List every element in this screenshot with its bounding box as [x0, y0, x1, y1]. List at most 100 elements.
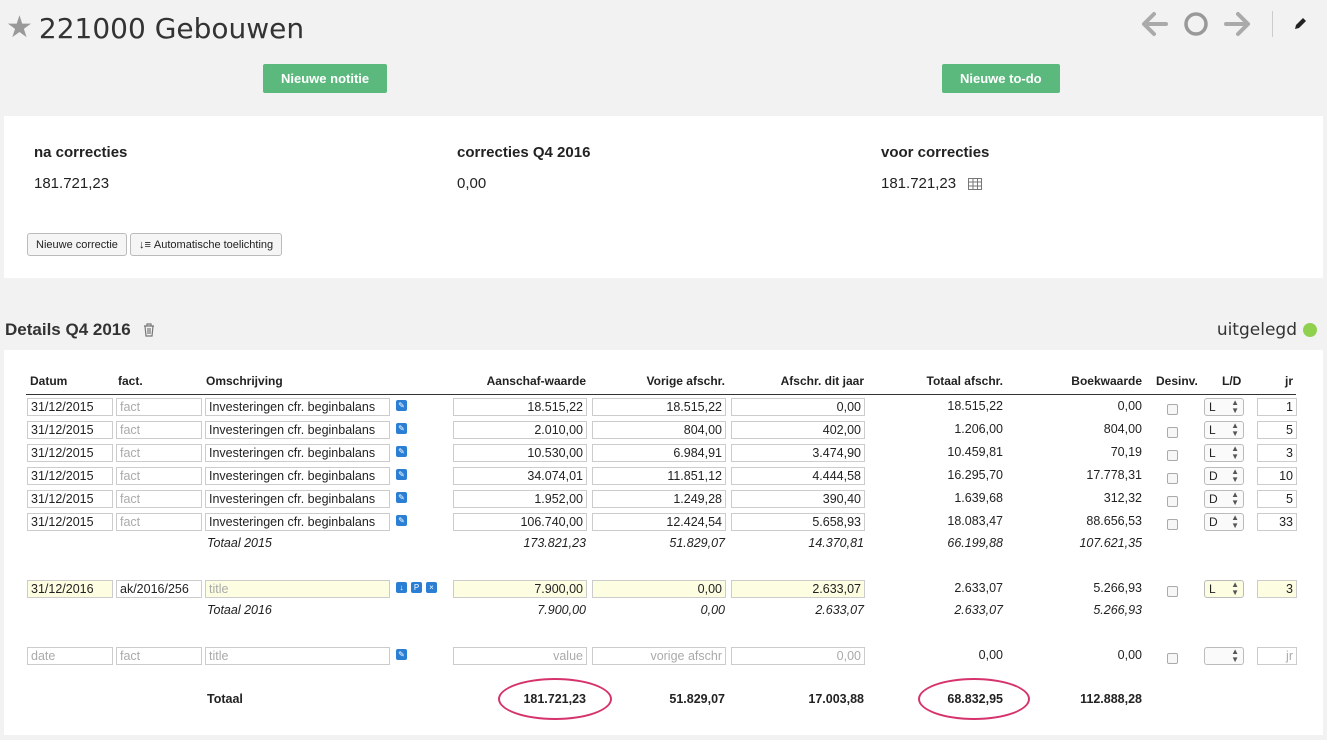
auto-explain-button[interactable]: ↓≡ Automatische toelichting	[130, 233, 283, 256]
jr-input[interactable]: 10	[1257, 467, 1297, 485]
arrow-left-icon[interactable]	[1140, 10, 1168, 38]
jr-input[interactable]: 1	[1257, 398, 1297, 416]
ld-select[interactable]: D ▲ ▼	[1204, 467, 1244, 485]
before-value: 181.721,23	[881, 175, 957, 192]
dit-input[interactable]: 390,40	[731, 490, 865, 508]
desc-input-2016[interactable]: title	[205, 580, 390, 598]
total-2016-dit: 2.633,07	[815, 603, 864, 617]
fact-input[interactable]: fact	[116, 444, 202, 462]
desc-input[interactable]: Investeringen cfr. beginbalans	[205, 513, 390, 531]
vor-input[interactable]: 6.984,91	[592, 444, 726, 462]
desinv-checkbox[interactable]	[1167, 519, 1178, 530]
fact-input[interactable]: fact	[116, 490, 202, 508]
desinv-checkbox[interactable]	[1167, 404, 1178, 415]
date-input[interactable]: 31/12/2015	[27, 421, 113, 439]
vor-input[interactable]: 11.851,12	[592, 467, 726, 485]
dit-input[interactable]: 402,00	[731, 421, 865, 439]
new-jr-input[interactable]: jr	[1257, 647, 1297, 665]
dit-input-2016[interactable]: 2.633,07	[731, 580, 865, 598]
date-input[interactable]: 31/12/2015	[27, 490, 113, 508]
dit-input[interactable]: 5.658,93	[731, 513, 865, 531]
table-icon[interactable]	[968, 177, 983, 190]
vor-input-2016[interactable]: 0,00	[592, 580, 726, 598]
star-icon[interactable]: ★	[6, 10, 33, 45]
col-header-totaal: Totaal afschr.	[926, 374, 1003, 388]
aan-input[interactable]: 2.010,00	[453, 421, 587, 439]
desc-input[interactable]: Investeringen cfr. beginbalans	[205, 490, 390, 508]
attach-icon[interactable]: ✎	[396, 469, 407, 480]
pencil-icon[interactable]	[1293, 17, 1307, 31]
vor-input[interactable]: 1.249,28	[592, 490, 726, 508]
desc-input[interactable]: Investeringen cfr. beginbalans	[205, 398, 390, 416]
aan-input[interactable]: 18.515,22	[453, 398, 587, 416]
pdf-icon[interactable]: P	[411, 582, 422, 593]
ld-select-2016[interactable]: L ▲ ▼	[1204, 580, 1244, 598]
fact-input[interactable]: fact	[116, 398, 202, 416]
delete-icon[interactable]: ×	[426, 582, 437, 593]
desc-input[interactable]: Investeringen cfr. beginbalans	[205, 421, 390, 439]
circle-icon[interactable]	[1182, 10, 1210, 38]
date-input-2016[interactable]: 31/12/2016	[27, 580, 113, 598]
ld-select[interactable]: D ▲ ▼	[1204, 490, 1244, 508]
attach-icon[interactable]: ✎	[396, 492, 407, 503]
download-icon[interactable]: ↓	[396, 582, 407, 593]
fact-input[interactable]: fact	[116, 467, 202, 485]
vor-input[interactable]: 18.515,22	[592, 398, 726, 416]
col-header-ld: L/D	[1222, 374, 1242, 388]
date-input[interactable]: 31/12/2015	[27, 467, 113, 485]
ld-select[interactable]: L ▲ ▼	[1204, 421, 1244, 439]
jr-input-2016[interactable]: 3	[1257, 580, 1297, 598]
trash-icon[interactable]	[143, 323, 155, 337]
attach-icon[interactable]: ✎	[396, 446, 407, 457]
new-dit-input[interactable]: 0,00	[731, 647, 865, 665]
attach-icon[interactable]: ✎	[396, 400, 407, 411]
attach-icon[interactable]: ✎	[396, 423, 407, 434]
new-correction-button[interactable]: Nieuwe correctie	[27, 233, 127, 256]
desc-input[interactable]: Investeringen cfr. beginbalans	[205, 444, 390, 462]
vor-input[interactable]: 12.424,54	[592, 513, 726, 531]
aan-input[interactable]: 10.530,00	[453, 444, 587, 462]
desinv-checkbox-2016[interactable]	[1167, 586, 1178, 597]
jr-input[interactable]: 33	[1257, 513, 1297, 531]
ld-select[interactable]: L ▲ ▼	[1204, 444, 1244, 462]
aan-input[interactable]: 34.074,01	[453, 467, 587, 485]
grand-total-boek: 112.888,28	[1080, 692, 1142, 706]
dit-input[interactable]: 3.474,90	[731, 444, 865, 462]
attach-icon[interactable]: ✎	[396, 515, 407, 526]
attach-icon[interactable]: ✎	[396, 649, 407, 660]
desc-input[interactable]: Investeringen cfr. beginbalans	[205, 467, 390, 485]
aan-input[interactable]: 1.952,00	[453, 490, 587, 508]
aan-input[interactable]: 106.740,00	[453, 513, 587, 531]
jr-input[interactable]: 5	[1257, 490, 1297, 508]
ld-select[interactable]: L ▲ ▼	[1204, 398, 1244, 416]
new-note-button[interactable]: Nieuwe notitie	[263, 64, 388, 93]
new-date-input[interactable]: date	[27, 647, 113, 665]
fact-input[interactable]: fact	[116, 513, 202, 531]
vor-input[interactable]: 804,00	[592, 421, 726, 439]
jr-input[interactable]: 5	[1257, 421, 1297, 439]
corr-value: 0,00	[457, 175, 487, 192]
new-desinv-checkbox[interactable]	[1167, 653, 1178, 664]
date-input[interactable]: 31/12/2015	[27, 513, 113, 531]
aan-input-2016[interactable]: 7.900,00	[453, 580, 587, 598]
date-input[interactable]: 31/12/2015	[27, 444, 113, 462]
ld-select[interactable]: D ▲ ▼	[1204, 513, 1244, 531]
new-fact-input[interactable]: fact	[116, 647, 202, 665]
arrow-right-icon[interactable]	[1224, 10, 1252, 38]
desinv-checkbox[interactable]	[1167, 427, 1178, 438]
summary-after: na correcties 181.721,23	[34, 144, 127, 192]
new-todo-button[interactable]: Nieuwe to-do	[942, 64, 1060, 93]
dit-input[interactable]: 4.444,58	[731, 467, 865, 485]
new-aan-input[interactable]: value	[453, 647, 587, 665]
desinv-checkbox[interactable]	[1167, 473, 1178, 484]
desinv-checkbox[interactable]	[1167, 450, 1178, 461]
new-ld-select[interactable]: ▲ ▼	[1204, 647, 1244, 665]
fact-input-2016[interactable]: ak/2016/256	[116, 580, 202, 598]
dit-input[interactable]: 0,00	[731, 398, 865, 416]
date-input[interactable]: 31/12/2015	[27, 398, 113, 416]
fact-input[interactable]: fact	[116, 421, 202, 439]
new-desc-input[interactable]: title	[205, 647, 390, 665]
desinv-checkbox[interactable]	[1167, 496, 1178, 507]
jr-input[interactable]: 3	[1257, 444, 1297, 462]
new-vor-input[interactable]: vorige afschr	[592, 647, 726, 665]
